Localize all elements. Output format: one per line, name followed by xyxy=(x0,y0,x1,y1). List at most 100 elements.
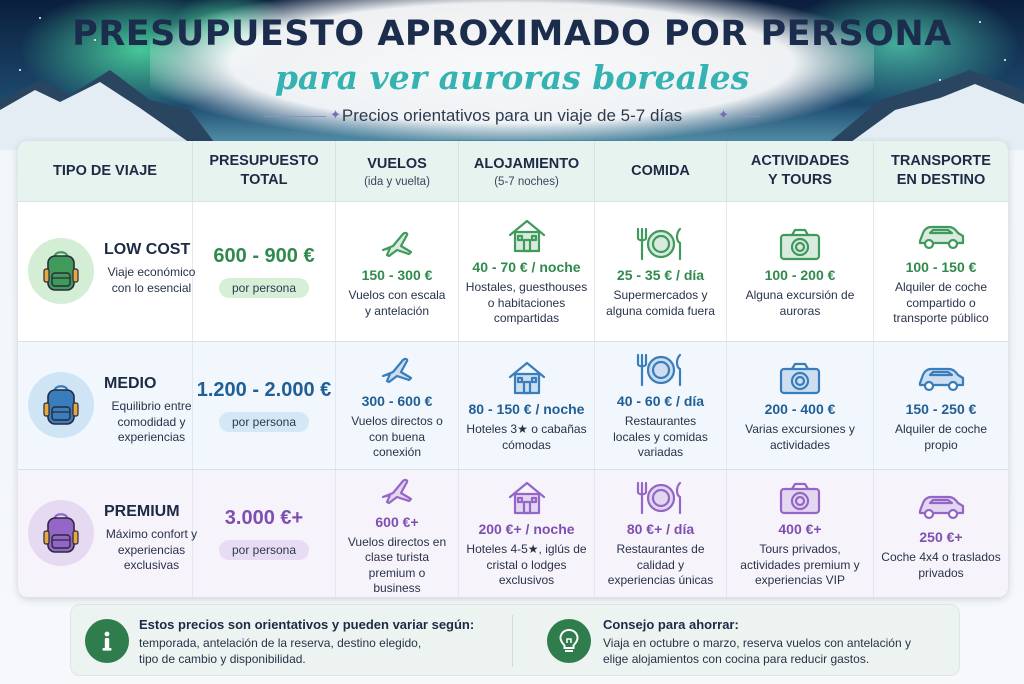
alojamiento-description: Hoteles 3★ o cabañas cómodas xyxy=(466,422,587,452)
tagline: Precios orientativos para un viaje de 5-… xyxy=(341,106,683,125)
per-person-badge: por persona xyxy=(218,411,310,432)
vuelos-description: Vuelos directos en clase turista premium… xyxy=(347,534,447,596)
cell-tipo: MEDIO Equilibrio entre comodidad y experi… xyxy=(18,341,193,469)
house-icon xyxy=(501,477,553,519)
cell-transporte: 100 - 150 € Alquiler de coche compartido … xyxy=(874,201,1008,341)
transporte-description: Alquiler de coche compartido o transport… xyxy=(893,280,989,326)
cell-comida: 80 €+ / día Restaurantes de calidad y exp… xyxy=(595,469,727,597)
actividades-description: Varias excursiones y actividades xyxy=(745,422,855,452)
actividades-description: Alguna excursión de auroras xyxy=(745,288,855,318)
col-header-comida: COMIDA xyxy=(595,141,727,201)
total-budget: 1.200 - 2.000 € xyxy=(196,378,332,401)
tip-body: Viaja en octubre o marzo, reserva vuelos… xyxy=(603,636,911,666)
footer-divider xyxy=(512,615,513,667)
plate-cutlery-icon xyxy=(635,349,687,391)
col-header-vuelos: VUELOS (ida y vuelta) xyxy=(336,141,459,201)
actividades-price: 400 €+ xyxy=(778,521,822,538)
budget-table: TIPO DE VIAJE PRESUPUESTO TOTAL VUELOS (… xyxy=(18,141,1008,597)
vuelos-price: 300 - 600 € xyxy=(361,393,433,410)
cell-transporte: 250 €+ Coche 4x4 o traslados privados xyxy=(874,469,1008,597)
cell-tipo: PREMIUM Máximo confort y experiencias exc… xyxy=(18,469,197,597)
tagline-divider-left xyxy=(264,116,326,117)
footer-notes: Estos precios son orientativos y pueden … xyxy=(70,604,960,676)
tip-title: Consejo para ahorrar: xyxy=(603,617,739,632)
tier-description: Máximo confort y experiencias exclusivas xyxy=(105,527,198,572)
comida-price: 80 €+ / día xyxy=(626,521,695,538)
row-background xyxy=(18,341,1008,469)
cell-tipo: LOW COST Viaje económico con lo esencial xyxy=(18,201,195,341)
total-budget: 600 - 900 € xyxy=(213,244,315,267)
vuelos-price: 600 €+ xyxy=(375,513,419,530)
table-row: MEDIO Equilibrio entre comodidad y experi… xyxy=(18,341,1008,469)
transporte-price: 250 €+ xyxy=(919,529,963,545)
airplane-icon xyxy=(371,223,423,265)
note-body: temporada, antelación de la reserva, des… xyxy=(139,636,422,666)
backpack-icon xyxy=(28,500,94,566)
lightbulb-icon xyxy=(547,619,591,663)
vuelos-description: Vuelos directos o con buena conexión xyxy=(351,414,443,460)
per-person-badge: por persona xyxy=(218,539,310,560)
col-header-actividades: ACTIVIDADES Y TOURS xyxy=(727,141,874,201)
vuelos-price: 150 - 300 € xyxy=(361,267,433,283)
table-row: PREMIUM Máximo confort y experiencias exc… xyxy=(18,469,1008,597)
tier-name: MEDIO xyxy=(104,375,157,392)
tier-description: Equilibrio entre comodidad y experiencia… xyxy=(111,399,192,444)
cell-transporte: 150 - 250 € Alquiler de coche propio xyxy=(874,341,1008,469)
per-person-badge: por persona xyxy=(218,277,310,298)
note-title: Estos precios son orientativos y pueden … xyxy=(139,617,475,632)
cell-comida: 40 - 60 € / día Restaurantes locales y co… xyxy=(595,341,727,469)
row-background xyxy=(18,201,1008,341)
camera-icon xyxy=(774,223,826,265)
vuelos-description: Vuelos con escala y antelación xyxy=(348,288,446,318)
cell-vuelos: 150 - 300 € Vuelos con escala y antelació… xyxy=(336,201,459,341)
comida-price: 40 - 60 € / día xyxy=(616,393,705,410)
backpack-icon xyxy=(28,238,94,304)
col-header-transporte: TRANSPORTE EN DESTINO xyxy=(874,141,1008,201)
airplane-icon xyxy=(371,349,423,391)
total-budget: 3.000 €+ xyxy=(224,506,304,529)
backpack-icon xyxy=(28,372,94,438)
airplane-icon xyxy=(371,470,423,512)
cell-alojamiento: 80 - 150 € / noche Hoteles 3★ o cabañas c… xyxy=(459,341,595,469)
col-header-presupuesto: PRESUPUESTO TOTAL xyxy=(193,141,336,201)
info-icon xyxy=(85,619,129,663)
actividades-price: 200 - 400 € xyxy=(764,401,836,417)
house-icon xyxy=(501,215,553,257)
camera-icon xyxy=(774,357,826,399)
cell-presupuesto: 1.200 - 2.000 € por persona xyxy=(193,341,336,469)
table-row: LOW COST Viaje económico con lo esencial 6… xyxy=(18,201,1008,341)
page-title: PRESUPUESTO APROXIMADO POR PERSONA xyxy=(72,14,952,54)
cell-presupuesto: 3.000 €+ por persona xyxy=(193,469,336,597)
col-header-tipo: TIPO DE VIAJE xyxy=(18,141,193,201)
cell-alojamiento: 200 €+ / noche Hoteles 4-5★, iglús de cri… xyxy=(459,469,595,597)
alojamiento-description: Hoteles 4-5★, iglús de cristal o lodges … xyxy=(466,542,587,588)
actividades-description: Tours privados, actividades premium y ex… xyxy=(740,542,860,588)
alojamiento-description: Hostales, guesthouses o habitaciones com… xyxy=(465,280,588,326)
transporte-price: 100 - 150 € xyxy=(905,259,977,276)
cell-actividades: 400 €+ Tours privados, actividades premiu… xyxy=(727,469,874,597)
alojamiento-price: 40 - 70 € / noche xyxy=(472,259,581,276)
sparkle-icon: ✦ xyxy=(718,107,729,122)
comida-description: Supermercados y alguna comida fuera xyxy=(606,288,715,318)
cell-presupuesto: 600 - 900 € por persona xyxy=(193,201,336,341)
tier-name: PREMIUM xyxy=(104,503,180,520)
plate-cutlery-icon xyxy=(635,477,687,519)
tier-name: LOW COST xyxy=(104,241,191,258)
cell-vuelos: 300 - 600 € Vuelos directos o con buena c… xyxy=(336,341,459,469)
comida-description: Restaurantes locales y comidas variadas xyxy=(613,414,708,460)
cell-comida: 25 - 35 € / día Supermercados y alguna co… xyxy=(595,201,727,341)
plate-cutlery-icon xyxy=(635,223,687,265)
row-separator xyxy=(18,341,1008,342)
comida-price: 25 - 35 € / día xyxy=(616,267,705,283)
car-icon xyxy=(915,357,967,399)
alojamiento-price: 80 - 150 € / noche xyxy=(468,401,585,417)
car-icon xyxy=(915,215,967,257)
cell-actividades: 100 - 200 € Alguna excursión de auroras xyxy=(727,201,874,341)
row-background xyxy=(18,469,1008,597)
transporte-description: Alquiler de coche propio xyxy=(894,422,988,452)
tier-description: Viaje económico con lo esencial xyxy=(107,265,196,295)
cell-alojamiento: 40 - 70 € / noche Hostales, guesthouses o… xyxy=(459,201,595,341)
row-separator xyxy=(18,201,1008,202)
col-header-alojamiento: ALOJAMIENTO (5-7 noches) xyxy=(459,141,595,201)
tagline-divider-right xyxy=(736,116,760,117)
